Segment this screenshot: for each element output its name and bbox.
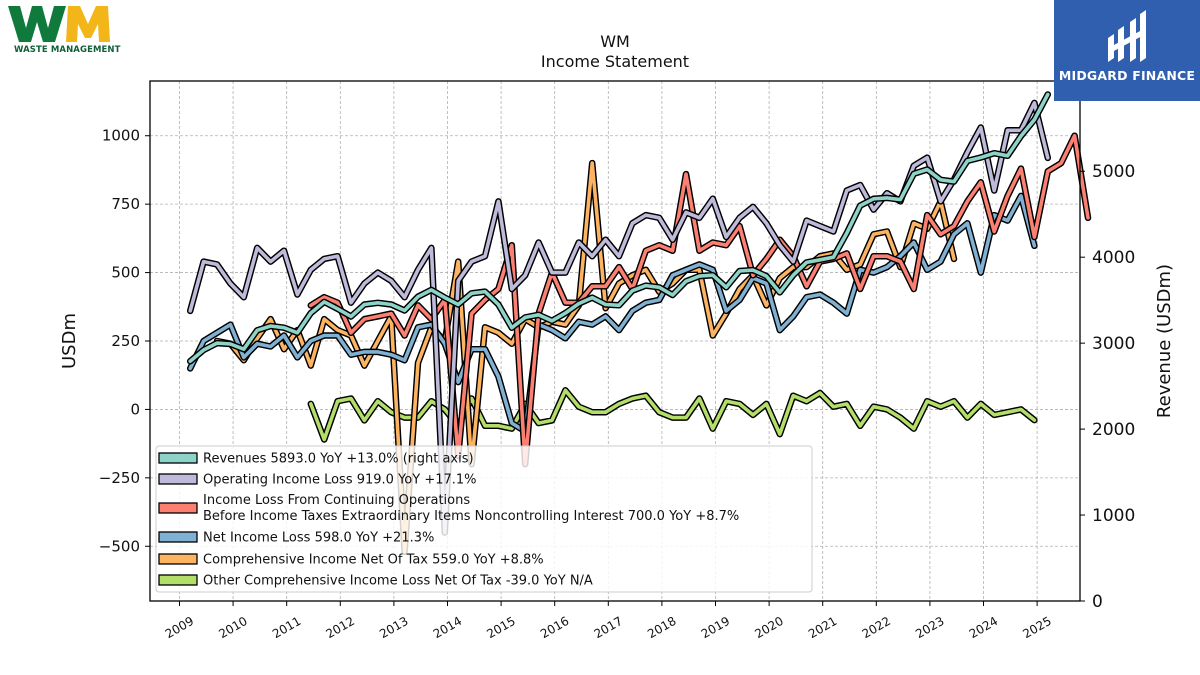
series-line-revenues bbox=[188, 92, 1050, 364]
y-tick-label: 750 bbox=[111, 195, 140, 213]
chart-title: WM bbox=[600, 32, 630, 51]
y-tick-label: −500 bbox=[99, 537, 140, 555]
x-tick-label: 2016 bbox=[538, 614, 571, 641]
x-tick-label: 2022 bbox=[860, 614, 893, 641]
x-tick-label: 2012 bbox=[324, 614, 357, 641]
legend-label: Other Comprehensive Income Loss Net Of T… bbox=[203, 574, 593, 589]
x-tick-label: 2024 bbox=[967, 614, 1000, 641]
series-line-net-income-loss bbox=[188, 194, 1037, 434]
series-lines bbox=[186, 91, 1092, 555]
y-tick-label: 500 bbox=[111, 264, 140, 282]
legend-swatch bbox=[158, 502, 198, 514]
legend-swatch bbox=[158, 473, 198, 485]
x-tick-label: 2017 bbox=[592, 614, 625, 641]
legend-label: Operating Income Loss 919.0 YoY +17.1% bbox=[203, 473, 477, 488]
legend-swatch bbox=[158, 553, 198, 565]
y-right-tick-label: 3000 bbox=[1092, 334, 1135, 354]
wm-letters-icon bbox=[8, 6, 110, 42]
series-line-comprehensive-income-net-of-tax bbox=[215, 161, 956, 554]
legend-label: Before Income Taxes Extraordinary Items … bbox=[203, 509, 739, 524]
x-tick-label: 2018 bbox=[645, 614, 678, 641]
y-right-tick-label: 4000 bbox=[1092, 248, 1135, 268]
midgard-mark-icon bbox=[1108, 10, 1146, 62]
y-axis-right-label: Revenue (USDm) bbox=[1154, 264, 1175, 418]
legend-label: Comprehensive Income Net Of Tax 559.0 Yo… bbox=[203, 553, 544, 568]
legend: Revenues 5893.0 YoY +13.0% (right axis) O… bbox=[155, 445, 813, 593]
x-tick-label: 2013 bbox=[377, 614, 410, 641]
series-outline-net-income-loss bbox=[186, 192, 1038, 435]
x-tick-label: 2021 bbox=[806, 614, 839, 641]
legend-label: Income Loss From Continuing Operations bbox=[203, 493, 470, 508]
y-tick-label: 250 bbox=[111, 332, 140, 350]
x-tick-label: 2025 bbox=[1020, 614, 1053, 641]
y-right-tick-label: 5000 bbox=[1092, 162, 1135, 182]
legend-box bbox=[155, 445, 813, 593]
x-tick-label: 2009 bbox=[163, 614, 196, 641]
wm-brand-text: WASTE MANAGEMENT bbox=[14, 45, 121, 55]
legend-swatch bbox=[158, 574, 198, 586]
legend-swatch bbox=[158, 531, 198, 543]
x-tick-label: 2023 bbox=[913, 614, 946, 641]
waste-management-logo: WASTE MANAGEMENT bbox=[6, 4, 140, 56]
y-right-tick-label: 1000 bbox=[1092, 506, 1135, 526]
y-tick-label: 1000 bbox=[102, 127, 140, 145]
y-tick-label: −250 bbox=[99, 469, 140, 487]
series-line-other-comprehensive-income-loss-net-of-t bbox=[308, 388, 1037, 442]
legend-label: Net Income Loss 598.0 YoY +21.3% bbox=[203, 531, 434, 546]
x-tick-label: 2011 bbox=[270, 614, 303, 641]
midgard-brand-text: MIDGARD FINANCE bbox=[1058, 68, 1196, 83]
y-right-tick-label: 0 bbox=[1092, 592, 1103, 612]
series-line-income-loss-from-continuing-operations-b bbox=[308, 133, 1090, 467]
x-tick-label: 2020 bbox=[752, 614, 785, 641]
x-tick-label: 2014 bbox=[431, 614, 464, 641]
x-tick-label: 2010 bbox=[216, 614, 249, 641]
y-tick-label: 0 bbox=[130, 400, 140, 418]
legend-swatch bbox=[158, 452, 198, 464]
y-axis-label: USDm bbox=[59, 313, 80, 369]
x-tick-label: 2015 bbox=[484, 614, 517, 641]
legend-label: Revenues 5893.0 YoY +13.0% (right axis) bbox=[203, 452, 474, 467]
x-tick-label: 2019 bbox=[699, 614, 732, 641]
y-right-tick-label: 2000 bbox=[1092, 420, 1135, 440]
chart-subtitle: Income Statement bbox=[541, 52, 689, 71]
midgard-finance-logo: MIDGARD FINANCE bbox=[1054, 0, 1200, 101]
